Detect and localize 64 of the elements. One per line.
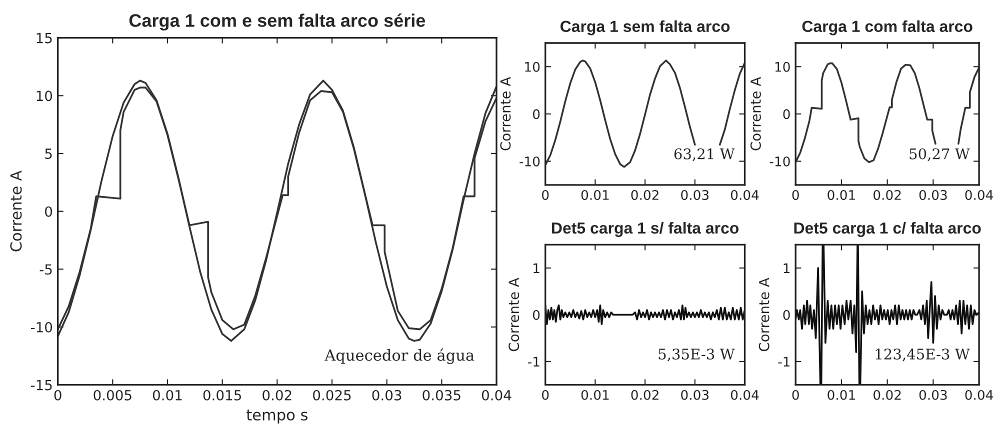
x-tick-label: 0.03 xyxy=(919,390,947,400)
x-tick-label: 0.01 xyxy=(152,390,182,400)
x-tick-label: 0 xyxy=(792,390,799,400)
y-tick-label: -5 xyxy=(40,264,52,275)
x-tick-label: 0.03 xyxy=(681,190,709,200)
x-tick-label: 0 xyxy=(542,190,549,200)
y-tick-label: -15 xyxy=(30,380,52,390)
annotation: 50,27 W xyxy=(910,148,970,162)
x-tick-label: 0 xyxy=(542,390,549,400)
chart-title: Carga 1 com e sem falta arco série xyxy=(129,13,426,31)
x-tick-label: 0.04 xyxy=(730,190,759,200)
x-tick-label: 0.01 xyxy=(581,190,609,200)
chart-title: Det5 carga 1 c/ falta arco xyxy=(794,222,981,237)
y-tick-label: -1 xyxy=(778,356,790,366)
x-tick-label: 0.04 xyxy=(482,390,512,400)
annotation: 5,35E-3 W xyxy=(658,348,735,362)
x-tick-label: 0.02 xyxy=(874,390,901,400)
y-tick-label: -10 xyxy=(30,322,52,332)
y-tick-label: 0 xyxy=(532,310,540,320)
x-tick-label: 0.025 xyxy=(313,390,351,400)
y-tick-label: 10 xyxy=(525,62,540,72)
x-tick-label: 0.04 xyxy=(965,390,994,400)
x-tick-label: 0.01 xyxy=(581,390,609,400)
y-axis-title: Corrente A xyxy=(508,278,520,352)
y-tick-label: 0 xyxy=(532,109,540,120)
y-tick-label: 0 xyxy=(783,109,790,120)
annotation: 63,21 W xyxy=(674,148,735,162)
chart-title: Carga 1 sem falta arco xyxy=(560,20,730,36)
x-tick-label: 0.02 xyxy=(631,390,658,400)
x-tick-label: 0.02 xyxy=(631,190,658,200)
x-tick-label: 0.03 xyxy=(681,390,709,400)
y-tick-label: 0 xyxy=(45,206,52,217)
x-tick-label: 0.03 xyxy=(919,190,947,200)
x-tick-label: 0.04 xyxy=(965,190,994,200)
y-tick-label: 1 xyxy=(534,263,540,274)
y-axis-title: Corrente A xyxy=(500,76,511,150)
y-axis-title: Corrente A xyxy=(10,170,22,252)
x-axis-title: tempo s xyxy=(246,410,308,424)
chart-title: Det5 carga 1 s/ falta arco xyxy=(552,222,739,237)
x-tick-label: 0.03 xyxy=(372,390,402,400)
y-tick-label: 0 xyxy=(783,310,790,320)
x-tick-label: 0.005 xyxy=(94,390,132,400)
y-tick-label: -10 xyxy=(770,156,790,166)
y-tick-label: -10 xyxy=(520,156,540,166)
y-axis-title: Corrente A xyxy=(758,278,770,352)
y-axis-title: Corrente A xyxy=(750,76,761,150)
y-tick-label: 1 xyxy=(784,263,790,274)
x-tick-label: 0 xyxy=(54,390,62,400)
x-tick-label: 0.015 xyxy=(203,390,241,400)
x-tick-label: 0.04 xyxy=(730,390,759,400)
x-tick-label: 0.01 xyxy=(828,390,855,400)
y-tick-label: 5 xyxy=(45,148,52,159)
x-tick-label: 0.02 xyxy=(262,390,292,400)
annotation: 123,45E-3 W xyxy=(876,348,970,362)
x-tick-label: 0.01 xyxy=(828,190,855,200)
x-tick-label: 0.035 xyxy=(422,390,460,400)
y-tick-label: 10 xyxy=(775,62,790,72)
chart-title: Carga 1 com falta arco xyxy=(802,20,972,36)
y-tick-label: 15 xyxy=(36,32,52,44)
y-tick-label: -1 xyxy=(528,356,540,366)
x-tick-label: 0.02 xyxy=(874,190,901,200)
y-tick-label: 10 xyxy=(36,90,52,102)
x-tick-label: 0 xyxy=(792,190,799,200)
annotation: Aquecedor de água xyxy=(324,348,474,364)
